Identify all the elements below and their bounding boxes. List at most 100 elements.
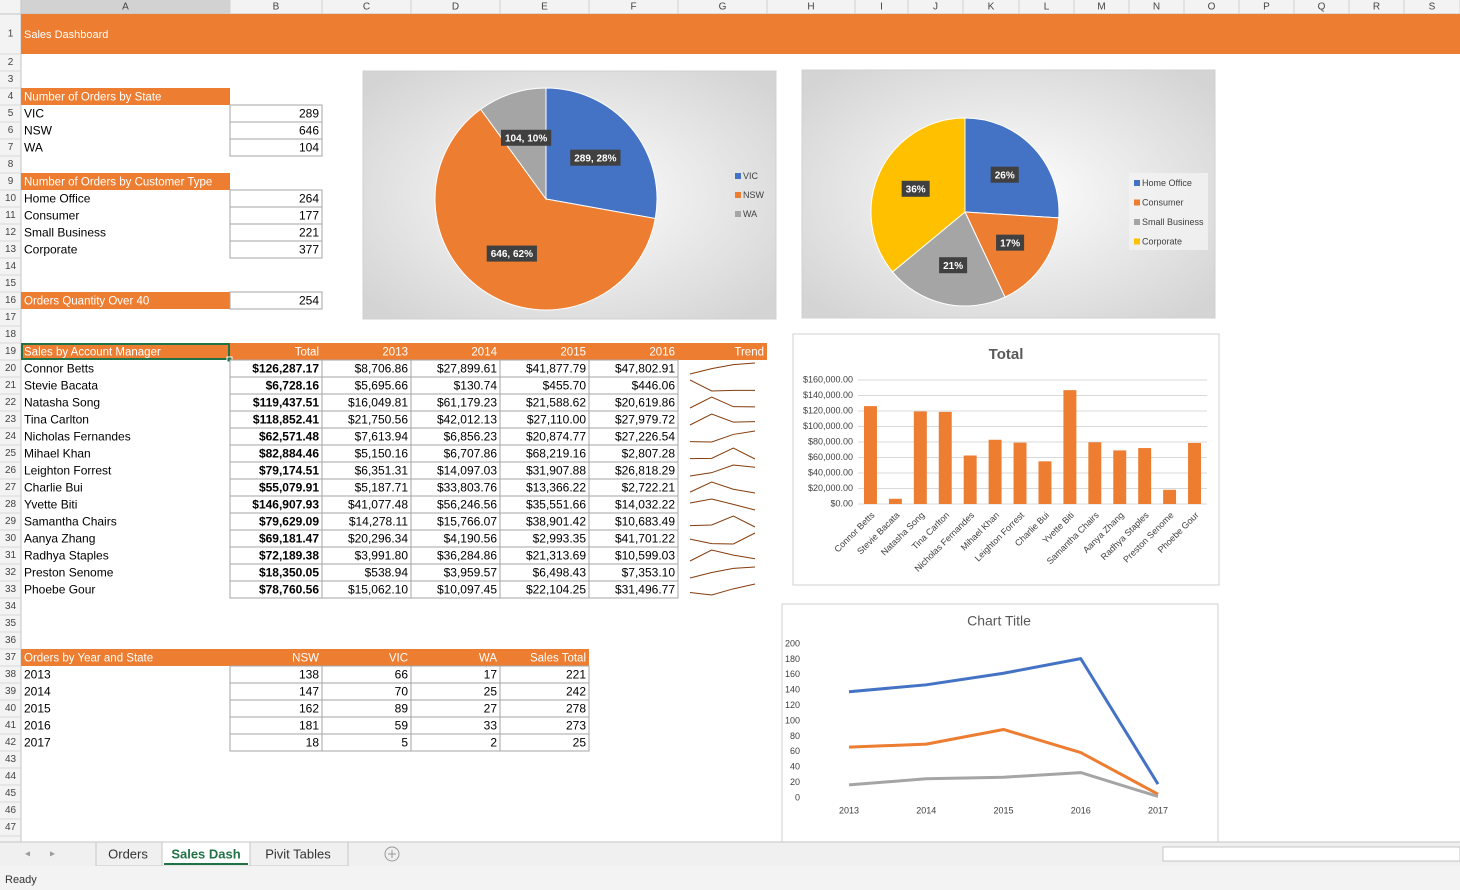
column-header: A	[122, 2, 129, 13]
column-header: R	[1373, 2, 1380, 13]
row-label: WA	[24, 141, 43, 155]
section-header: Sales Total	[530, 653, 586, 665]
sparkline	[689, 515, 756, 528]
cell-value: $538.94	[365, 566, 409, 580]
column-header-bar	[0, 0, 1460, 14]
cell-value: 221	[566, 668, 586, 682]
status-text: Ready	[5, 874, 37, 886]
bar	[938, 411, 952, 504]
sparkline	[689, 362, 756, 375]
cell-value: $72,189.38	[259, 549, 319, 563]
y-tick-label: 200	[785, 638, 800, 648]
y-tick-label: 60	[790, 746, 800, 756]
section-header: NSW	[292, 653, 319, 665]
status-bar	[0, 866, 1460, 890]
cell-value: $27,979.72	[615, 413, 675, 427]
cell-value: $69,181.47	[259, 532, 319, 546]
row-label: 2016	[24, 719, 51, 733]
row-header: 30	[5, 533, 17, 544]
bar	[1038, 461, 1052, 504]
cell-value: 254	[299, 294, 319, 308]
cell-value: 646	[299, 124, 319, 138]
y-tick-label: 180	[785, 654, 800, 664]
legend-box	[1129, 173, 1208, 250]
sparkline	[689, 396, 756, 409]
legend-label: NSW	[743, 190, 765, 200]
horizontal-scrollbar[interactable]	[1162, 846, 1460, 862]
bar	[963, 455, 977, 504]
cell-value: $126,287.17	[252, 362, 319, 376]
legend-label: Home Office	[1142, 178, 1192, 188]
row-header: 6	[8, 125, 14, 136]
cell-value: $2,807.28	[622, 447, 676, 461]
cell-value: $82,884.46	[259, 447, 319, 461]
add-sheet-button[interactable]	[384, 846, 400, 862]
row-header: 33	[5, 584, 17, 595]
row-header: 31	[5, 550, 17, 561]
chart-title: Chart Title	[967, 613, 1031, 629]
row-header: 45	[5, 788, 17, 799]
cell-value: $10,683.49	[615, 515, 675, 529]
cell-value: $10,097.45	[437, 583, 497, 597]
sheet-tab-label[interactable]: Sales Dash	[171, 846, 240, 861]
cell-value: $14,278.11	[349, 515, 408, 529]
row-header: 4	[8, 91, 14, 102]
cell-value: 264	[299, 192, 319, 206]
column-header: K	[988, 2, 995, 13]
legend-swatch	[735, 192, 741, 198]
column-header: M	[1097, 2, 1105, 13]
cell-value: $41,701.22	[615, 532, 675, 546]
cell-value: $6,351.31	[355, 464, 409, 478]
legend-label: Consumer	[1142, 197, 1184, 207]
cell-value: $14,032.22	[615, 498, 675, 512]
data-label: 36%	[906, 184, 926, 195]
cell-value: $79,629.09	[259, 515, 319, 529]
row-header: 19	[5, 346, 17, 357]
cell-value: 5	[401, 736, 408, 750]
row-header: 20	[5, 363, 17, 374]
section-header: Total	[295, 347, 319, 359]
bar	[1063, 390, 1077, 504]
row-header: 37	[5, 652, 17, 663]
cell-value: 177	[299, 209, 319, 223]
cell-value: 27	[484, 702, 498, 716]
column-header: O	[1208, 2, 1216, 13]
row-label: 2013	[24, 668, 51, 682]
row-header: 29	[5, 516, 17, 527]
row-label: Connor Betts	[24, 362, 94, 376]
sparkline	[689, 464, 756, 477]
data-label-box	[486, 245, 537, 262]
cell-value: $2,993.35	[533, 532, 587, 546]
sparkline	[689, 532, 756, 545]
x-tick-label: 2013	[839, 805, 859, 815]
section-header: Number of Orders by State	[24, 92, 161, 104]
section-header: 2014	[471, 347, 497, 359]
data-label-box	[570, 149, 621, 166]
cell-value: $31,907.88	[526, 464, 586, 478]
section-header: VIC	[389, 653, 408, 665]
row-label: Preston Senome	[24, 566, 114, 580]
value-cell	[321, 733, 412, 752]
legend-swatch	[1134, 199, 1140, 206]
value-cell	[499, 733, 590, 752]
header-band	[21, 343, 767, 360]
row-label: 2017	[24, 736, 51, 750]
row-header: 34	[5, 601, 17, 612]
sheet-tab-label[interactable]: Pivit Tables	[265, 846, 331, 861]
sheet-tab[interactable]	[249, 841, 349, 867]
sheet-tab-label[interactable]: Orders	[108, 846, 148, 861]
section-header: 2013	[382, 347, 408, 359]
bar	[1113, 450, 1127, 504]
column-header: L	[1044, 2, 1050, 13]
dashboard-title: Sales Dashboard	[24, 29, 108, 41]
row-label: 2015	[24, 702, 51, 716]
data-label: 21%	[943, 261, 963, 272]
cell-value: $6,728.16	[266, 379, 320, 393]
row-label: Nicholas Fernandes	[24, 430, 131, 444]
cell-value: $27,110.00	[527, 413, 586, 427]
cell-value: $3,991.80	[355, 549, 409, 563]
cell-value: $5,187.71	[355, 481, 409, 495]
row-label: Charlie Bui	[24, 481, 83, 495]
y-tick-label: $0.00	[830, 498, 853, 508]
sheet-tab[interactable]	[95, 841, 163, 867]
